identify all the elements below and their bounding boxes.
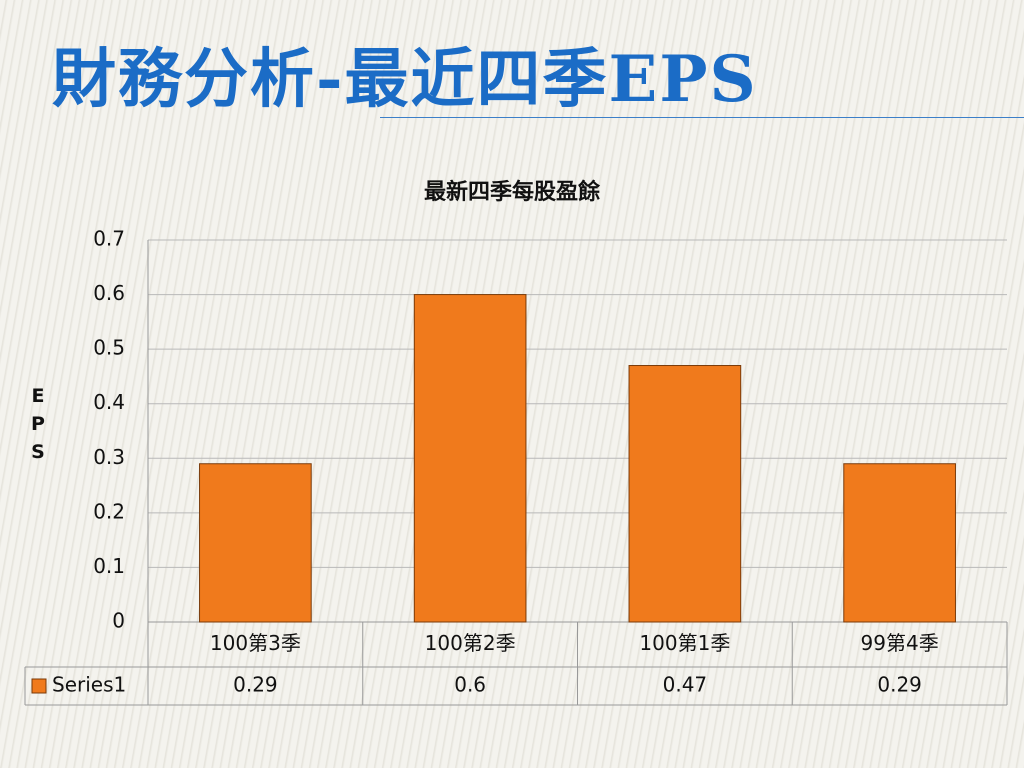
x-tick-label: 99第4季 bbox=[861, 631, 939, 655]
data-label: 0.29 bbox=[877, 673, 922, 697]
data-label: 0.29 bbox=[233, 673, 278, 697]
legend-label: Series1 bbox=[52, 673, 126, 697]
y-tick-label: 0.2 bbox=[93, 499, 125, 523]
x-tick-label: 100第2季 bbox=[425, 631, 516, 655]
legend-key bbox=[31, 678, 47, 694]
y-tick-label: 0.3 bbox=[93, 445, 125, 469]
data-label: 0.6 bbox=[454, 673, 486, 697]
y-axis-label: EPS bbox=[27, 385, 49, 469]
bar bbox=[843, 463, 956, 623]
y-tick-label: 0.4 bbox=[93, 390, 125, 414]
y-tick-label: 0 bbox=[112, 609, 125, 633]
x-tick-label: 100第3季 bbox=[210, 631, 301, 655]
y-tick-label: 0.5 bbox=[93, 336, 125, 360]
slide-title: 財務分析-最近四季EPS bbox=[52, 42, 758, 117]
chart-title: 最新四季每股盈餘 bbox=[424, 179, 601, 205]
bar bbox=[413, 294, 527, 623]
x-tick-label: 100第1季 bbox=[639, 631, 730, 655]
data-label: 0.47 bbox=[663, 673, 708, 697]
y-tick-label: 0.6 bbox=[93, 281, 125, 305]
y-tick-label: 0.7 bbox=[93, 227, 125, 251]
bar bbox=[628, 365, 742, 623]
bar bbox=[199, 463, 312, 623]
y-tick-label: 0.1 bbox=[93, 554, 125, 578]
title-rule bbox=[380, 117, 1024, 118]
